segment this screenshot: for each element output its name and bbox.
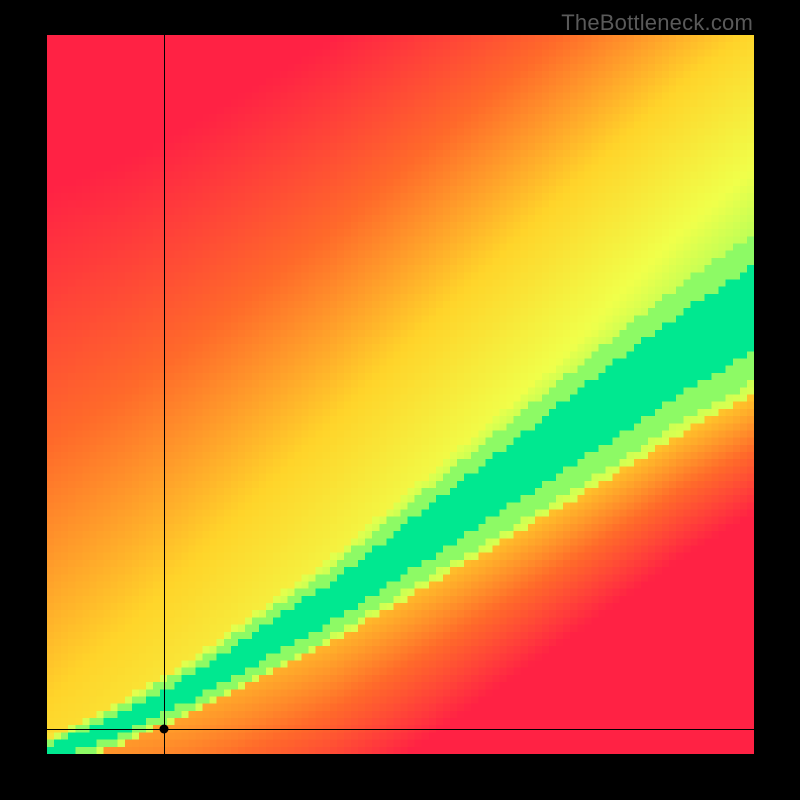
crosshair-horizontal bbox=[47, 729, 754, 730]
watermark-text: TheBottleneck.com bbox=[561, 10, 753, 36]
crosshair-marker bbox=[159, 724, 168, 733]
heatmap-canvas bbox=[47, 35, 754, 754]
plot-area bbox=[47, 35, 754, 754]
crosshair-vertical bbox=[164, 35, 165, 754]
